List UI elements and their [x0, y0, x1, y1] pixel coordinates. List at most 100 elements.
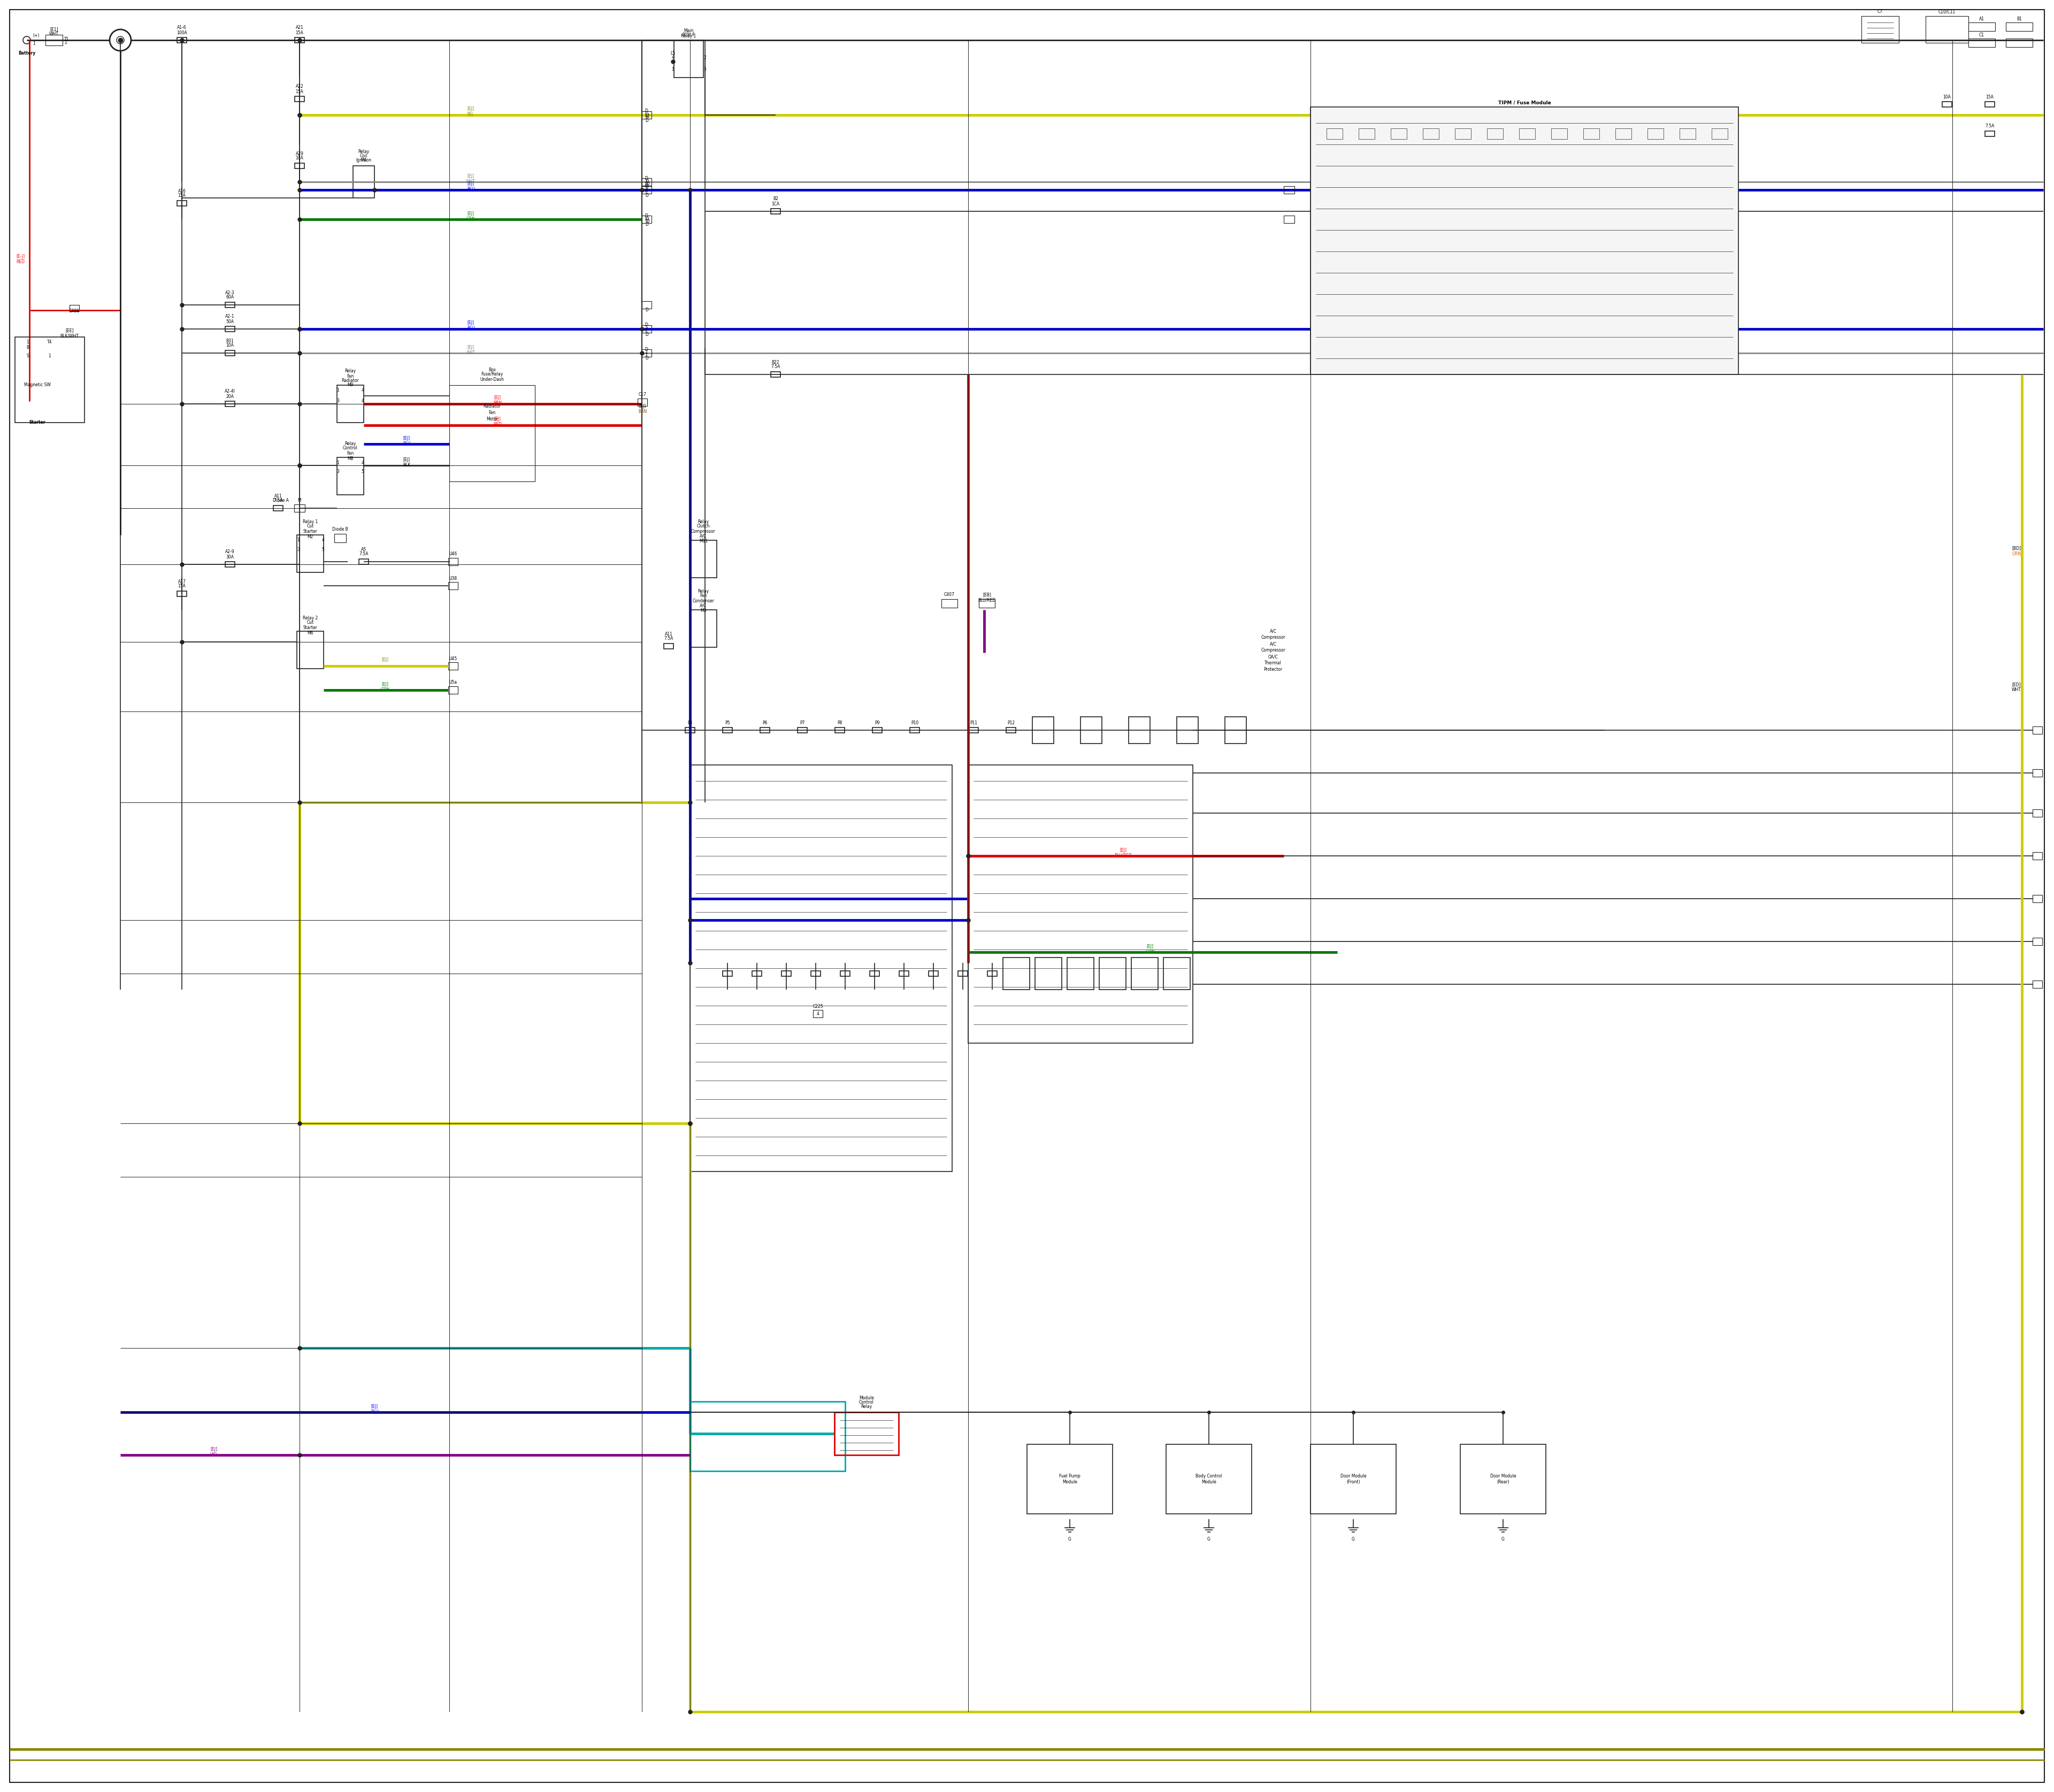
- Text: M8: M8: [347, 455, 353, 461]
- Bar: [957, 971, 967, 977]
- Text: C225: C225: [813, 1004, 824, 1009]
- Text: 4: 4: [672, 56, 674, 61]
- Text: Cut: Cut: [306, 620, 314, 625]
- Text: 2: 2: [645, 326, 647, 332]
- Text: 15A: 15A: [1986, 95, 1994, 99]
- Bar: [226, 561, 234, 566]
- Text: [EJ]: [EJ]: [639, 405, 645, 409]
- Bar: [450, 385, 534, 482]
- Text: P12: P12: [1006, 720, 1015, 726]
- Bar: [2033, 853, 2042, 860]
- Bar: [1927, 16, 1968, 43]
- Text: 60A: 60A: [226, 296, 234, 299]
- Text: 15A: 15A: [179, 194, 185, 199]
- Text: G: G: [1352, 1538, 1356, 1541]
- Text: 20: 20: [645, 179, 649, 185]
- Text: B22: B22: [772, 360, 781, 364]
- Bar: [2007, 23, 2033, 30]
- Bar: [70, 305, 80, 312]
- Text: [EJ]: [EJ]: [466, 181, 474, 186]
- Text: [EJ]: [EJ]: [493, 396, 501, 400]
- Bar: [1680, 129, 1697, 140]
- Bar: [1163, 957, 1189, 989]
- Text: Diode B: Diode B: [333, 527, 347, 532]
- Text: L5: L5: [670, 52, 676, 56]
- Text: Relay 2: Relay 2: [302, 615, 318, 620]
- Text: G: G: [1501, 1538, 1506, 1541]
- Text: Relay: Relay: [698, 590, 709, 593]
- Text: Relay: Relay: [861, 1405, 873, 1409]
- Text: G: G: [1208, 1538, 1210, 1541]
- Bar: [928, 971, 939, 977]
- Text: A2-4I: A2-4I: [224, 389, 236, 394]
- Bar: [641, 324, 651, 333]
- Bar: [226, 401, 234, 407]
- Text: 7.5A: 7.5A: [663, 636, 674, 642]
- Text: RED: RED: [16, 260, 25, 265]
- Text: Compressor: Compressor: [1261, 634, 1286, 640]
- Text: C407: C407: [945, 593, 955, 597]
- Text: D: D: [645, 185, 649, 190]
- Text: P9: P9: [875, 720, 879, 726]
- Text: [BD]: [BD]: [2013, 547, 2021, 550]
- Text: YEL: YEL: [466, 113, 474, 116]
- Circle shape: [117, 36, 123, 43]
- Text: 4: 4: [362, 389, 364, 392]
- Text: 15A: 15A: [296, 90, 304, 93]
- Bar: [641, 177, 651, 186]
- Text: U38: U38: [450, 575, 458, 581]
- Text: P5: P5: [725, 720, 729, 726]
- Text: D: D: [645, 222, 649, 228]
- Bar: [294, 97, 304, 102]
- Text: Body Control
Module: Body Control Module: [1195, 1473, 1222, 1484]
- Text: Motor: Motor: [487, 418, 497, 421]
- Text: P10: P10: [910, 720, 918, 726]
- Bar: [1647, 129, 1664, 140]
- Text: Compressor: Compressor: [1261, 649, 1286, 652]
- Bar: [910, 728, 920, 733]
- Text: Starter: Starter: [304, 625, 318, 629]
- Text: Starter: Starter: [29, 419, 45, 425]
- Text: 5: 5: [705, 66, 707, 72]
- Bar: [2033, 937, 2042, 944]
- Text: Condenser: Condenser: [692, 599, 715, 604]
- Text: [EJ]: [EJ]: [382, 681, 388, 686]
- Bar: [690, 1401, 844, 1471]
- Text: VIO: VIO: [210, 1452, 218, 1457]
- Bar: [2033, 980, 2042, 987]
- Text: BRN: BRN: [639, 410, 647, 414]
- Bar: [226, 351, 234, 357]
- Text: TIPM / Fuse Module: TIPM / Fuse Module: [1497, 100, 1551, 106]
- Text: Magnetic SW: Magnetic SW: [25, 383, 51, 387]
- Bar: [359, 559, 368, 564]
- Text: A1: A1: [1980, 16, 1984, 22]
- Bar: [1551, 129, 1567, 140]
- Bar: [177, 38, 187, 43]
- Bar: [1027, 1444, 1113, 1514]
- Text: 1: 1: [645, 353, 647, 357]
- Text: D: D: [645, 213, 647, 219]
- Text: BLU: BLU: [466, 186, 474, 192]
- Text: P6: P6: [762, 720, 768, 726]
- Bar: [760, 728, 770, 733]
- Text: Cut: Cut: [306, 523, 314, 529]
- Text: Door Module
(Rear): Door Module (Rear): [1489, 1473, 1516, 1484]
- Text: C17: C17: [639, 392, 647, 398]
- Text: Radiator: Radiator: [483, 405, 501, 409]
- Bar: [641, 301, 651, 308]
- Text: 20: 20: [645, 181, 649, 186]
- Text: 5: 5: [362, 470, 364, 475]
- Bar: [298, 631, 325, 668]
- Text: BLK: BLK: [403, 462, 411, 468]
- Text: A11: A11: [665, 631, 672, 636]
- Bar: [967, 765, 1193, 1043]
- Text: 7.5A: 7.5A: [1984, 124, 1994, 129]
- Bar: [448, 582, 458, 590]
- Text: BLU/RED: BLU/RED: [978, 599, 996, 602]
- Text: 4: 4: [817, 1011, 820, 1016]
- Text: M11: M11: [698, 539, 709, 543]
- Text: Compressor: Compressor: [690, 529, 715, 534]
- Bar: [813, 1011, 824, 1018]
- Bar: [273, 505, 283, 511]
- Text: 15A: 15A: [179, 584, 185, 590]
